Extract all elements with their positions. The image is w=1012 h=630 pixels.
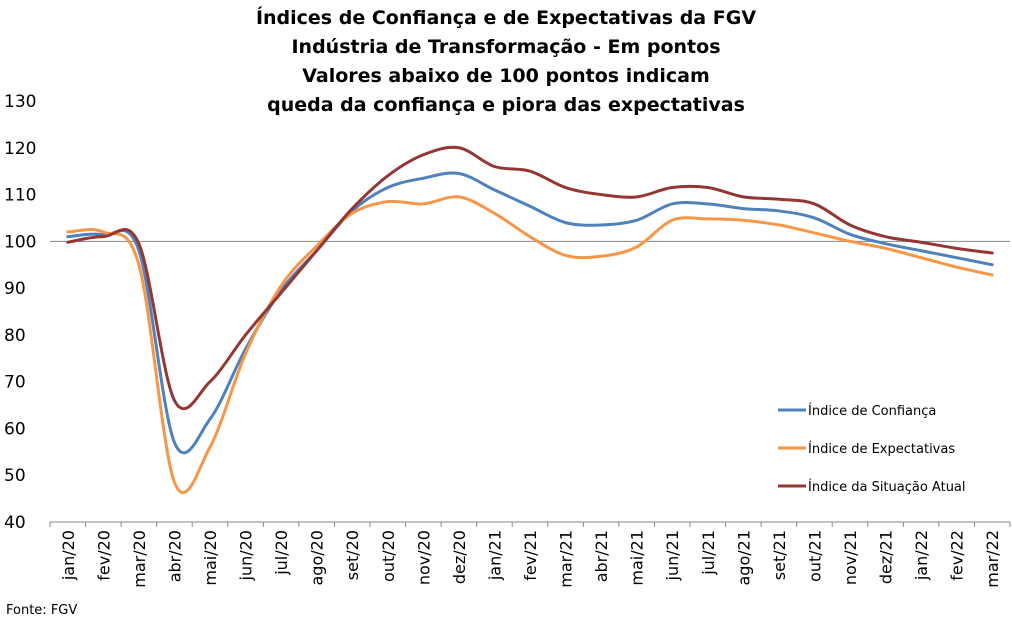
x-tick-label: jul/20 (272, 530, 291, 576)
x-tick-label: out/21 (805, 530, 824, 582)
y-tick-label: 120 (4, 139, 36, 159)
x-tick-label: mar/21 (557, 530, 576, 588)
x-tick-label: dez/21 (877, 530, 896, 584)
series-line-indice-de-expectativas (66, 195, 994, 494)
title-line-2: Indústria de Transformação - Em pontos (291, 36, 721, 58)
y-tick-label: 50 (4, 466, 26, 486)
x-tick-label: jun/20 (237, 530, 256, 581)
legend-label: Índice de Confiança (808, 403, 936, 419)
x-tick-label: mai/21 (628, 530, 647, 586)
x-tick-label: jun/21 (663, 530, 682, 581)
y-tick-label: 90 (4, 279, 26, 299)
x-tick-label: nov/21 (841, 530, 860, 585)
x-tick-label: ago/20 (308, 530, 327, 586)
x-tick-label: abr/20 (165, 530, 184, 582)
series-line-indice-de-confianca (66, 171, 994, 455)
x-tick-label: set/21 (770, 530, 789, 580)
y-tick-label: 80 (4, 326, 26, 346)
y-tick-label: 40 (4, 513, 26, 533)
x-tick-label: fev/22 (948, 530, 967, 581)
x-tick-label: ago/21 (734, 530, 753, 586)
y-tick-label: 130 (4, 92, 36, 112)
x-tick-label: out/20 (379, 530, 398, 582)
title-line-4: queda da confiança e piora das expectati… (267, 94, 745, 116)
x-tick-label: fev/20 (94, 530, 113, 581)
x-axis-ticks: jan/20 fev/20 mar/20 abr/20 mai/20 jun/20 jul/… (59, 530, 1002, 588)
x-tick-label: jul/21 (699, 530, 718, 576)
legend-label: Índice de Expectativas (808, 441, 955, 457)
y-tick-label: 60 (4, 419, 26, 439)
source-note: Fonte: FGV (6, 603, 78, 618)
y-tick-label: 70 (4, 373, 26, 393)
x-tick-label: mar/20 (130, 530, 149, 588)
x-tick-label: jan/21 (485, 530, 504, 581)
chart-title: Índices de Confiança e de Expectativas d… (0, 4, 1012, 120)
x-tick-label: dez/20 (450, 530, 469, 584)
x-tick-label: mar/22 (983, 530, 1002, 588)
title-line-3: Valores abaixo de 100 pontos indicam (302, 65, 710, 87)
y-tick-label: 100 (4, 232, 36, 252)
series-lines (66, 145, 994, 494)
x-tick-label: jan/20 (59, 530, 78, 581)
x-tick-label: fev/21 (521, 530, 540, 581)
x-tick-label: mai/20 (201, 530, 220, 586)
y-tick-label: 110 (4, 186, 36, 206)
y-axis-ticks: 40 50 60 70 80 90 100 110 120 130 (4, 92, 36, 533)
x-tick-label: jan/22 (912, 530, 931, 581)
series-line-indice-da-situacao-atual (66, 145, 994, 411)
legend: Índice de Confiança Índice de Expectativa… (778, 403, 966, 495)
x-tick-label: nov/20 (414, 530, 433, 585)
title-line-1: Índices de Confiança e de Expectativas d… (255, 7, 757, 29)
legend-label: Índice da Situação Atual (808, 479, 966, 495)
x-tick-label: abr/21 (592, 530, 611, 582)
x-tick-label: set/20 (343, 530, 362, 580)
